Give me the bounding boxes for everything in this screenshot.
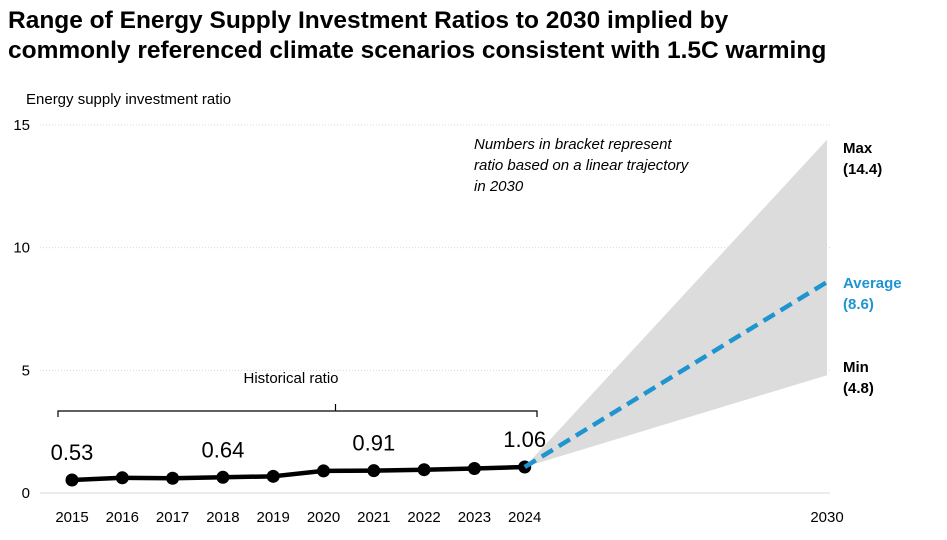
min-label: Min xyxy=(843,359,869,376)
historical-point-2017 xyxy=(166,471,180,485)
historical-bracket-label: Historical ratio xyxy=(243,370,338,387)
historical-point-2020 xyxy=(317,464,330,478)
max-value-label: (14.4) xyxy=(843,161,882,178)
x-tick-label-2021: 2021 xyxy=(357,509,390,526)
x-tick-label-2023: 2023 xyxy=(458,509,491,526)
y-tick-label-10: 10 xyxy=(13,240,30,257)
range-area xyxy=(524,139,827,467)
chart-text-layer: 0 5 10 15 Energy supply investment ratio 2015… xyxy=(13,91,901,526)
historical-point-2023 xyxy=(467,461,481,475)
historical-line xyxy=(71,464,525,483)
note-line-3: in 2030 xyxy=(474,178,524,195)
y-tick-label-0: 0 xyxy=(22,485,30,502)
x-tick-label-2016: 2016 xyxy=(106,509,139,526)
data-label-2015: 0.53 xyxy=(51,440,94,465)
chart-title-line-1: Range of Energy Supply Investment Ratios… xyxy=(8,7,729,34)
x-tick-label-2024: 2024 xyxy=(508,509,541,526)
scenario-range xyxy=(524,139,827,467)
average-label: Average xyxy=(843,275,902,292)
y-tick-label-15: 15 xyxy=(13,117,30,134)
data-label-2018: 0.64 xyxy=(201,437,244,462)
max-label: Max xyxy=(843,140,873,157)
data-label-2021: 0.91 xyxy=(352,431,395,456)
historical-point-2018 xyxy=(216,470,230,484)
historical-point-2021 xyxy=(367,464,381,478)
historical-bracket xyxy=(57,404,538,417)
x-tick-label-2018: 2018 xyxy=(206,509,239,526)
x-tick-label-2019: 2019 xyxy=(257,509,290,526)
x-tick-label-2017: 2017 xyxy=(156,509,189,526)
x-tick-label-2022: 2022 xyxy=(407,509,440,526)
gridlines xyxy=(40,124,830,494)
historical-point-2016 xyxy=(115,471,129,485)
x-tick-label-2020: 2020 xyxy=(307,509,340,526)
x-tick-label-2030: 2030 xyxy=(810,509,843,526)
series-layer xyxy=(65,280,829,487)
note-line-2: ratio based on a linear trajectory xyxy=(474,157,690,174)
chart-title-line-2: commonly referenced climate scenarios co… xyxy=(8,37,827,64)
data-label-2024: 1.06 xyxy=(503,427,546,452)
chart-title: Range of Energy Supply Investment Ratios… xyxy=(8,6,943,66)
historical-point-2019 xyxy=(266,469,280,483)
average-value-label: (8.6) xyxy=(843,296,874,313)
min-value-label: (4.8) xyxy=(843,380,874,397)
x-tick-label-2015: 2015 xyxy=(55,509,88,526)
historical-point-2015 xyxy=(65,473,79,487)
note-line-1: Numbers in bracket represent xyxy=(474,136,672,153)
historical-point-2022 xyxy=(417,463,431,477)
y-axis-label: Energy supply investment ratio xyxy=(26,91,231,108)
y-tick-label-5: 5 xyxy=(22,362,30,379)
